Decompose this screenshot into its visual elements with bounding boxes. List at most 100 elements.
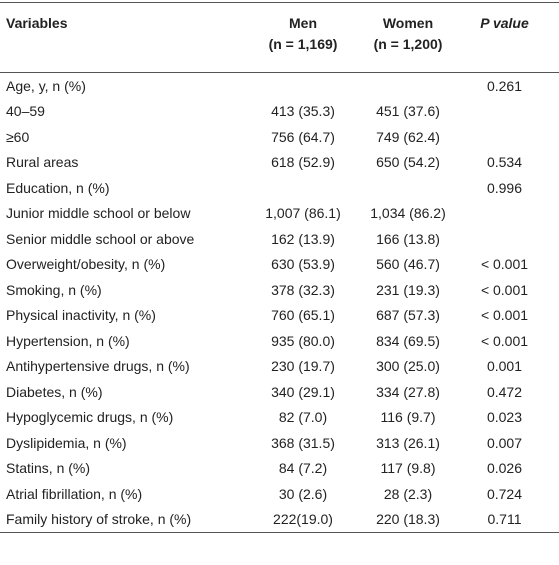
table-cell: 0.711 xyxy=(487,511,522,528)
table-cell: Hypoglycemic drugs, n (%) xyxy=(6,409,174,426)
table-row: Diabetes, n (%) 340 (29.1) 334 (27.8) 0.472 xyxy=(0,379,559,405)
table-cell: 82 (7.0) xyxy=(278,409,328,426)
table-cell: 313 (26.1) xyxy=(376,434,440,451)
table-cell: 0.007 xyxy=(486,434,523,451)
table-cell: 756 (64.7) xyxy=(271,128,335,145)
header-text: Variables xyxy=(6,15,68,31)
table-cell: 220 (18.3) xyxy=(376,511,440,528)
table-cell xyxy=(366,175,450,201)
table-cell: 0.996 xyxy=(486,179,523,196)
table-cell: 30 (2.6) xyxy=(278,485,328,502)
table-row: Senior middle school or above 162 (13.9) 1… xyxy=(0,226,559,252)
table-cell: 166 (13.8) xyxy=(376,230,440,247)
table-cell: 368 (31.5) xyxy=(271,434,335,451)
table-row: Education, n (%) 0.996 xyxy=(0,175,559,201)
table-cell: 340 (29.1) xyxy=(271,383,335,400)
table-cell: 1,034 (86.2) xyxy=(370,205,446,222)
table-cell: 630 (53.9) xyxy=(271,256,335,273)
table-cell: < 0.001 xyxy=(480,256,529,273)
table-cell: 378 (32.3) xyxy=(271,281,335,298)
table-cell xyxy=(450,124,559,150)
header-text: Women xyxy=(382,15,434,31)
table-cell: 162 (13.9) xyxy=(271,230,335,247)
table-row: Atrial fibrillation, n (%) 30 (2.6) 28 (2.… xyxy=(0,481,559,507)
table-cell: ≥60 xyxy=(6,128,30,145)
table-cell: 0.023 xyxy=(486,409,523,426)
data-table: Variables Men (n = 1,169) Women (n = 1,200) P… xyxy=(0,2,559,533)
table-header: Variables Men (n = 1,169) Women (n = 1,200) P… xyxy=(0,2,559,73)
table-cell: 0.261 xyxy=(486,77,523,94)
table-row: Age, y, n (%) 0.261 xyxy=(0,73,559,99)
header-cell: Men (n = 1,169) xyxy=(240,3,366,73)
header-text: P value xyxy=(480,15,529,31)
header-text: (n = 1,200) xyxy=(373,36,443,52)
table-row: Smoking, n (%) 378 (32.3) 231 (19.3) < 0.00… xyxy=(0,277,559,303)
table-cell: Atrial fibrillation, n (%) xyxy=(6,485,143,502)
table-cell: 0.534 xyxy=(486,154,523,171)
table-body: Age, y, n (%) 0.261 40–59 413 (35.3) 451 (37… xyxy=(0,73,559,533)
table-row: Statins, n (%) 84 (7.2) 117 (9.8) 0.026 xyxy=(0,456,559,482)
table-cell: Hypertension, n (%) xyxy=(6,332,130,349)
table-cell: 231 (19.3) xyxy=(376,281,440,298)
table-cell: 650 (54.2) xyxy=(376,154,440,171)
table-cell: 1,007 (86.1) xyxy=(265,205,341,222)
table-cell xyxy=(450,226,559,252)
table-row: Junior middle school or below 1,007 (86.1… xyxy=(0,201,559,227)
table-cell: 0.001 xyxy=(486,358,523,375)
table-cell: 84 (7.2) xyxy=(278,460,328,477)
header-text: (n = 1,169) xyxy=(268,36,338,52)
header-cell: Variables xyxy=(0,3,240,73)
table-cell: 834 (69.5) xyxy=(376,332,440,349)
table-cell: Antihypertensive drugs, n (%) xyxy=(6,358,190,375)
table-cell: Family history of stroke, n (%) xyxy=(6,511,192,528)
table-row: Hypoglycemic drugs, n (%) 82 (7.0) 116 (9.… xyxy=(0,405,559,431)
table-cell: Smoking, n (%) xyxy=(6,281,102,298)
table-cell: 40–59 xyxy=(6,103,45,120)
header-cell: P value xyxy=(450,3,559,73)
table-row: Overweight/obesity, n (%) 630 (53.9) 560 (… xyxy=(0,252,559,278)
table-cell: 749 (62.4) xyxy=(376,128,440,145)
table-cell: 230 (19.7) xyxy=(271,358,335,375)
table-cell: < 0.001 xyxy=(480,281,529,298)
table-cell: 116 (9.7) xyxy=(380,409,436,426)
table-cell: 117 (9.8) xyxy=(380,460,436,477)
table-cell: 760 (65.1) xyxy=(271,307,335,324)
table-cell: 413 (35.3) xyxy=(271,103,335,120)
table-cell: Diabetes, n (%) xyxy=(6,383,103,400)
table-cell: Senior middle school or above xyxy=(6,230,195,247)
table-row: Physical inactivity, n (%) 760 (65.1) 687 … xyxy=(0,303,559,329)
table-row: Hypertension, n (%) 935 (80.0) 834 (69.5) <… xyxy=(0,328,559,354)
table-cell xyxy=(450,99,559,125)
header-text: Men xyxy=(289,15,317,31)
table-cell: Rural areas xyxy=(6,154,79,171)
table-row: Family history of stroke, n (%) 222(19.0)… xyxy=(0,507,559,533)
table-cell: Education, n (%) xyxy=(6,179,110,196)
table-cell: 334 (27.8) xyxy=(376,383,440,400)
table-cell: Physical inactivity, n (%) xyxy=(6,307,156,324)
table-cell: 0.472 xyxy=(486,383,523,400)
table-row: Dyslipidemia, n (%) 368 (31.5) 313 (26.1) 0… xyxy=(0,430,559,456)
table-cell: Statins, n (%) xyxy=(6,460,91,477)
table-cell: Overweight/obesity, n (%) xyxy=(6,256,166,273)
table-cell: < 0.001 xyxy=(480,307,529,324)
table-cell xyxy=(366,73,450,99)
table-cell: 618 (52.9) xyxy=(271,154,335,171)
table-cell: 935 (80.0) xyxy=(271,332,335,349)
table-cell: 222(19.0) xyxy=(273,511,333,528)
table-row: 40–59 413 (35.3) 451 (37.6) xyxy=(0,99,559,125)
table-cell: 28 (2.3) xyxy=(383,485,433,502)
table-cell: Dyslipidemia, n (%) xyxy=(6,434,127,451)
table-cell: Junior middle school or below xyxy=(6,205,191,222)
table-row: Rural areas 618 (52.9) 650 (54.2) 0.534 xyxy=(0,150,559,176)
table-cell: 0.724 xyxy=(486,485,523,502)
table-cell: 0.026 xyxy=(486,460,523,477)
header-row: Variables Men (n = 1,169) Women (n = 1,200) P… xyxy=(0,2,559,73)
table-cell: < 0.001 xyxy=(480,332,529,349)
table-cell: 451 (37.6) xyxy=(376,103,440,120)
table-cell xyxy=(240,175,366,201)
header-cell: Women (n = 1,200) xyxy=(366,3,450,73)
table-row: ≥60 756 (64.7) 749 (62.4) xyxy=(0,124,559,150)
table-cell: Age, y, n (%) xyxy=(6,77,86,94)
table-cell xyxy=(450,201,559,227)
